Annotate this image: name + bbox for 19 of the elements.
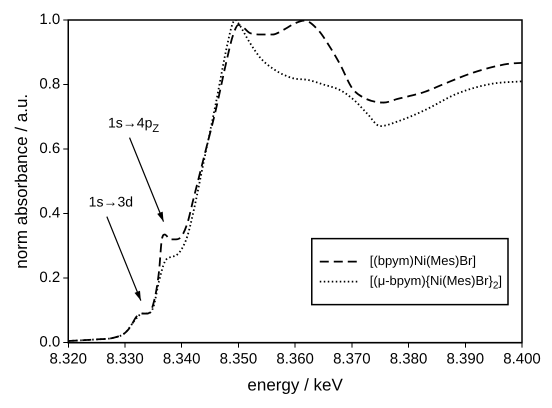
annotation: 1s→3d (88, 194, 134, 210)
x-tick-label: 8.370 (333, 350, 371, 368)
y-tick-label: 0.8 (39, 76, 60, 93)
x-tick-label: 8.380 (390, 350, 428, 368)
x-axis-title: energy / keV (247, 375, 344, 394)
y-axis-title: norm absorbance / a.u. (12, 94, 31, 269)
legend-label: [(bpym)Ni(Mes)Br] (370, 253, 476, 268)
x-tick-label: 8.400 (503, 350, 541, 368)
y-tick-label: 0.6 (39, 140, 60, 158)
x-tick-label: 8.340 (162, 350, 200, 368)
y-tick-label: 0.4 (39, 204, 60, 222)
x-tick-label: 8.330 (106, 350, 144, 368)
x-tick-label: 8.390 (446, 350, 484, 368)
x-tick-label: 8.360 (276, 350, 314, 368)
y-tick-label: 1.0 (39, 11, 60, 28)
y-tick-label: 0.2 (39, 269, 60, 286)
x-tick-label: 8.320 (49, 350, 88, 368)
y-tick-label: 0.0 (39, 334, 60, 351)
x-tick-label: 8.350 (220, 350, 258, 368)
